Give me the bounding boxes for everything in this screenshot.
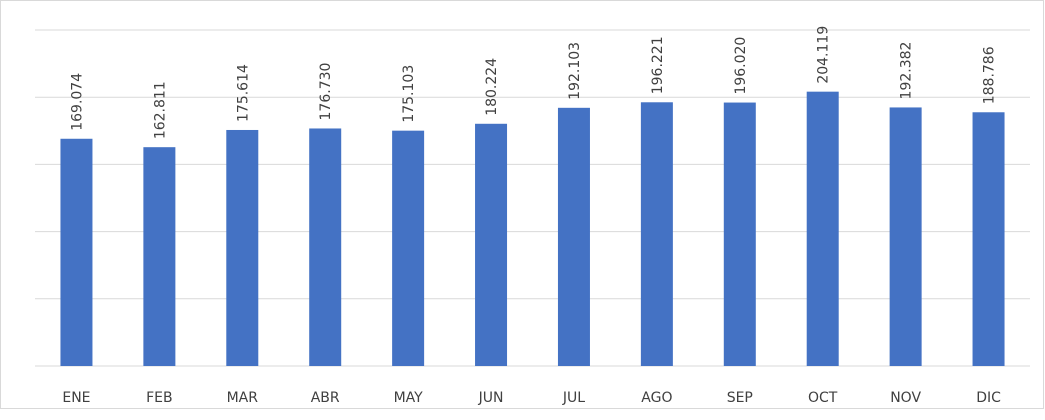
bar: [392, 130, 425, 366]
x-tick-label: SEP: [727, 390, 753, 406]
data-label: 175.614: [235, 64, 251, 122]
x-tick-label: JUN: [478, 390, 504, 406]
bar: [475, 123, 508, 366]
bar: [640, 102, 673, 366]
x-tick-label: JUL: [562, 390, 585, 406]
data-label: 169.074: [69, 73, 85, 131]
x-tick-label: ABR: [311, 390, 340, 406]
data-label: 162.811: [152, 81, 168, 139]
x-tick-label: OCT: [808, 390, 838, 406]
bar: [806, 91, 839, 366]
bar: [889, 107, 922, 366]
data-label: 176.730: [318, 63, 334, 121]
x-tick-label: DIC: [976, 390, 1001, 406]
bar: [309, 128, 342, 366]
data-label: 196.020: [733, 37, 749, 95]
bar: [226, 129, 259, 366]
bar: [723, 102, 756, 366]
bar: [143, 147, 176, 366]
bar: [972, 112, 1005, 367]
bar: [60, 138, 93, 366]
data-label: 188.786: [982, 46, 998, 104]
x-tick-label: NOV: [890, 390, 921, 406]
x-tick-label: MAY: [394, 390, 424, 406]
x-tick-label: FEB: [146, 390, 173, 406]
data-label: 192.382: [899, 42, 915, 100]
bar: [557, 107, 590, 366]
x-tick-label: AGO: [641, 390, 672, 406]
data-label: 204.119: [816, 26, 832, 84]
x-tick-label: ENE: [62, 390, 90, 406]
data-label: 180.224: [484, 58, 500, 116]
data-label: 192.103: [567, 42, 583, 100]
data-label: 196.221: [650, 36, 666, 94]
x-tick-label: MAR: [227, 390, 259, 406]
data-label: 175.103: [401, 65, 417, 123]
